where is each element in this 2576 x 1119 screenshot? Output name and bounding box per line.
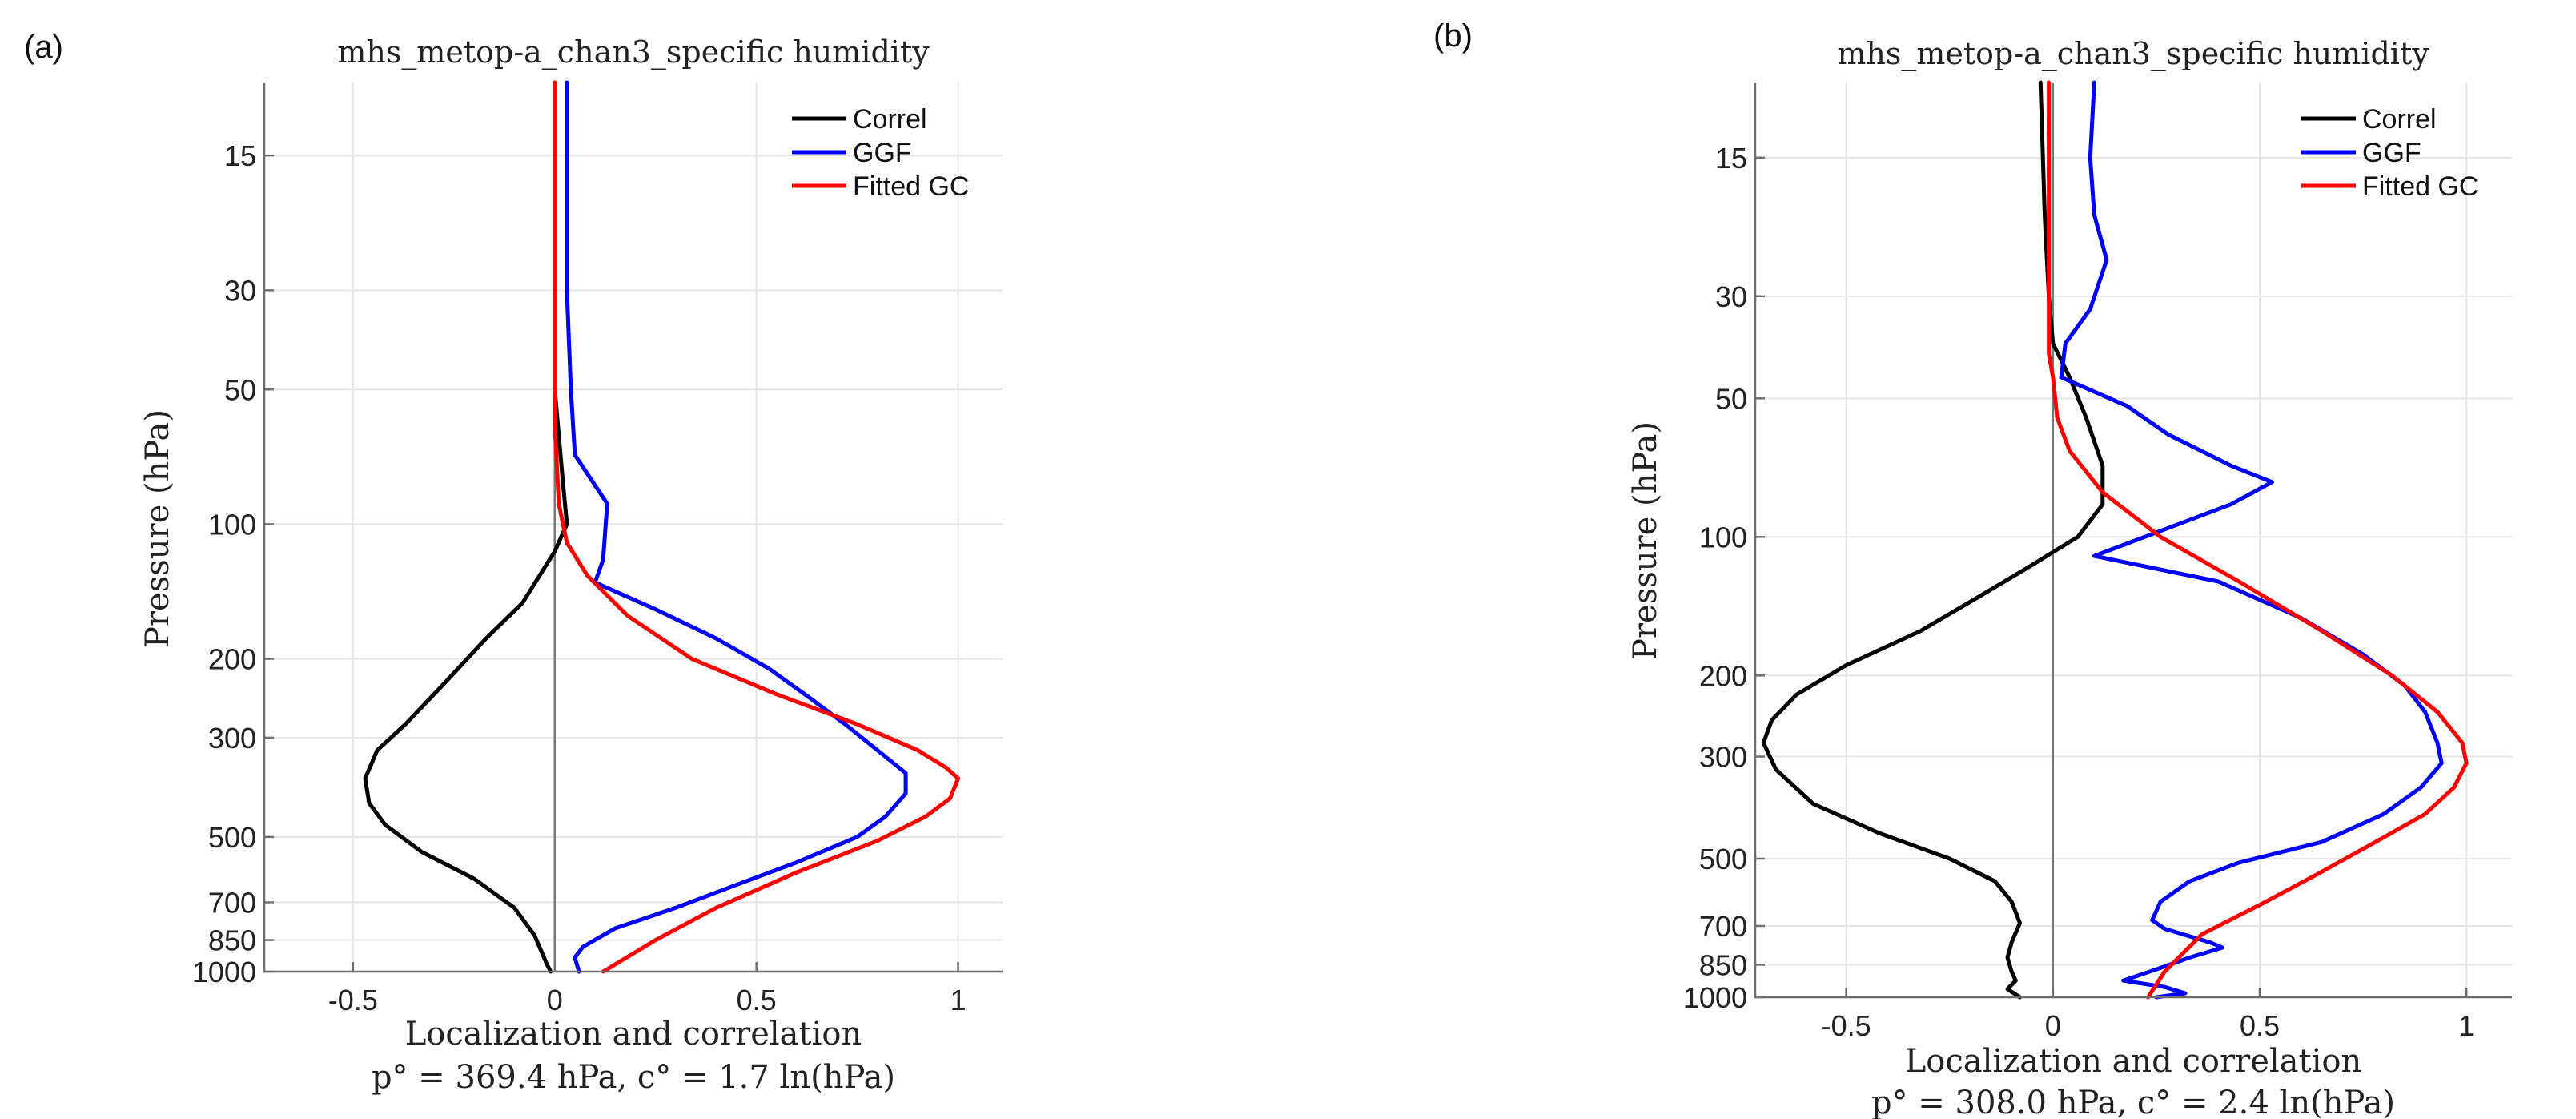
chart-title: mhs_metop-a_chan3_specific humidity [1837,36,2429,72]
y-tick-label: 500 [208,821,256,854]
chart-title: mhs_metop-a_chan3_specific humidity [337,34,930,70]
series-line-ggf [565,80,908,974]
panel-label: (a) [24,30,63,65]
y-tick-label: 700 [1699,910,1747,943]
y-tick-label: 850 [208,924,256,957]
x-tick-label: -0.5 [1822,1009,1871,1042]
y-tick-label: 30 [1715,280,1747,313]
x-tick-label: 0.5 [2240,1009,2280,1042]
axes [1754,83,2512,999]
legend-entry: Fitted GC [2362,171,2478,202]
panel-label: (b) [1433,18,1473,54]
y-axis-label: Pressure (hPa) [1627,421,1664,660]
chart-panel-a: (a) mhs_metop-a_chan3_specific humidity … [24,30,1003,1096]
y-tick-label: 1000 [192,956,256,988]
chart-subtitle: p° = 369.4 hPa, c° = 1.7 ln(hPa) [372,1059,895,1096]
series-line-correl [1761,80,2105,1000]
x-tick-label: 0 [547,984,563,1016]
y-tick-label: 200 [1699,659,1747,692]
chart-subtitle: p° = 308.0 hPa, c° = 2.4 ln(hPa) [1871,1085,2395,1119]
y-tick-label: 200 [208,643,256,676]
y-tick-label: 50 [224,373,256,406]
series-line-fitted-gc [2047,80,2469,1000]
y-tick-label: 15 [1715,142,1747,175]
series-line-ggf [2059,80,2444,1000]
y-tick-label: 1000 [1683,981,1747,1014]
x-tick-label: 0.5 [737,984,777,1016]
chart-panel-b: (b) mhs_metop-a_chan3_specific humidity … [1433,18,2512,1119]
axes [263,83,1003,973]
series-layer [363,80,961,974]
grid [264,83,1003,972]
x-tick-labels: -0.5 0 0.5 1 [328,984,967,1016]
legend-entry: Fitted GC [853,171,969,202]
y-tick-label: 50 [1715,382,1747,415]
y-tick-label: 100 [1699,521,1747,553]
y-tick-label: 850 [1699,948,1747,981]
x-tick-label: 0 [2045,1009,2061,1042]
y-tick-label: 15 [224,139,256,172]
y-tick-label: 300 [1699,741,1747,774]
legend-entry: GGF [2362,138,2421,168]
legend-entry: GGF [853,138,912,168]
y-axis-label: Pressure (hPa) [139,409,176,648]
series-line-fitted-gc [553,80,961,974]
x-tick-label: 1 [950,984,967,1016]
x-axis-label: Localization and correlation [1905,1043,2362,1080]
y-tick-label: 100 [208,508,256,541]
x-tick-labels: -0.5 0 0.5 1 [1822,1009,2475,1042]
y-tick-label: 700 [208,886,256,919]
x-axis-label: Localization and correlation [405,1016,862,1053]
series-layer [1761,80,2469,1000]
y-tick-label: 300 [208,722,256,755]
legend-entry: Correl [2362,104,2437,135]
x-tick-label: 1 [2458,1009,2474,1042]
y-tick-label: 30 [224,274,256,307]
legend-entry: Correl [853,104,927,135]
x-tick-label: -0.5 [328,984,378,1016]
y-tick-label: 500 [1699,843,1747,875]
series-line-correl [363,80,569,974]
